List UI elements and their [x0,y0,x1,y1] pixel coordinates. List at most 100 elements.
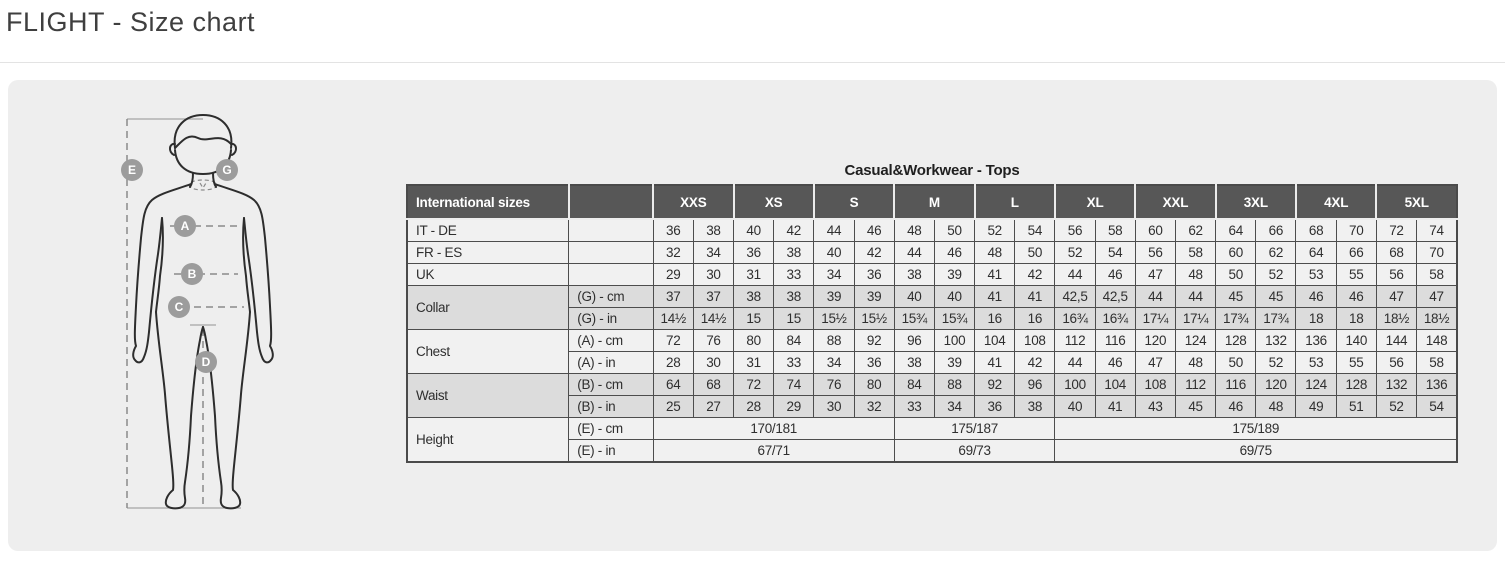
size-value-cell: 104 [974,329,1016,352]
size-value-cell: 52 [1255,263,1297,286]
size-value-cell: 55 [1335,351,1377,374]
size-value-cell: 38 [692,218,735,242]
row-sublabel: (B) - in [568,395,654,418]
size-value-cell: 28 [652,351,694,374]
size-value-cell: 40 [813,241,855,264]
size-value-cell: 45 [1255,285,1297,308]
size-value-cell: 29 [773,395,815,418]
size-value-cell: 68 [692,373,735,396]
size-value-cell: 46 [1094,351,1136,374]
size-value-cell: 46 [853,218,895,242]
merged-value-cell: 170/181 [652,417,895,440]
size-value-cell: 39 [813,285,855,308]
size-value-cell: 33 [773,351,815,374]
size-value-cell: 72 [1375,218,1418,242]
size-col-header-5xl: 5XL [1375,184,1458,220]
size-value-cell: 41 [974,351,1016,374]
size-value-cell: 60 [1215,241,1257,264]
size-value-cell: 120 [1134,329,1176,352]
size-value-cell: 76 [692,329,735,352]
size-value-cell: 44 [813,218,855,242]
size-value-cell: 44 [1054,351,1096,374]
size-value-cell: 84 [893,373,935,396]
merged-value-cell: 175/187 [893,417,1056,440]
size-value-cell: 88 [933,373,976,396]
size-value-cell: 25 [652,395,694,418]
table-row: (E) - in 67/71 69/73 69/75 [407,439,1458,463]
size-value-cell: 31 [732,351,775,374]
size-value-cell: 49 [1295,395,1337,418]
size-value-cell: 36 [853,263,895,286]
size-value-cell: 50 [1215,263,1257,286]
size-value-cell: 53 [1295,351,1337,374]
size-value-cell: 34 [933,395,976,418]
size-value-cell: 41 [974,263,1016,286]
table-row: Waist (B) - cm 64 68 72 74 76 80 84 88 92 96 100 104 1… [406,373,1458,418]
merged-value-cell: 69/75 [1054,439,1458,463]
size-value-cell: 56 [1054,218,1096,242]
size-value-cell: 136 [1295,329,1337,352]
size-col-header-s: S [812,184,896,220]
size-value-cell: 38 [732,285,775,308]
size-value-cell: 41 [1014,285,1056,308]
size-value-cell: 18½ [1416,307,1458,330]
size-value-cell: 62 [1255,241,1297,264]
size-value-cell: 128 [1335,373,1377,396]
size-value-cell: 46 [1215,395,1257,418]
size-value-cell: 47 [1134,351,1176,374]
row-sublabel: (E) - cm [568,417,654,440]
size-col-header-m: M [893,184,976,220]
size-value-cell: 50 [933,218,976,242]
empty-cell [568,218,654,242]
size-value-cell: 36 [853,351,895,374]
size-value-cell: 15 [773,307,815,330]
size-value-cell: 38 [773,241,815,264]
size-value-cell: 66 [1335,241,1377,264]
body-measurement-figure: E G A B C D [108,94,308,534]
table-row: UK 29 30 31 33 34 36 38 39 41 42 44 46 47 48 50 52 53 55 56… [406,263,1458,286]
row-sublabel: (A) - cm [568,329,654,352]
size-value-cell: 64 [652,373,694,396]
size-value-cell: 15¾ [933,307,976,330]
size-value-cell: 48 [893,218,935,242]
size-value-cell: 124 [1295,373,1337,396]
size-value-cell: 116 [1094,329,1136,352]
size-col-header-xxl: XXL [1134,184,1217,220]
size-value-cell: 55 [1335,263,1377,286]
size-value-cell: 38 [893,351,935,374]
size-value-cell: 32 [652,241,694,264]
size-value-cell: 38 [773,285,815,308]
size-value-cell: 58 [1416,351,1458,374]
size-value-cell: 17¾ [1215,307,1257,330]
measure-point-collar: G [216,159,238,181]
size-value-cell: 18 [1295,307,1337,330]
size-value-cell: 62 [1174,218,1217,242]
size-value-cell: 15½ [853,307,895,330]
size-value-cell: 72 [732,373,775,396]
size-value-cell: 112 [1174,373,1217,396]
size-value-cell: 66 [1255,218,1297,242]
size-value-cell: 88 [813,329,855,352]
size-value-cell: 18 [1335,307,1377,330]
size-value-cell: 54 [1014,218,1056,242]
size-value-cell: 70 [1416,241,1458,264]
size-value-cell: 43 [1134,395,1176,418]
size-table: International sizes XXS XS S M L XL XXL 3XL 4XL 5X… [406,184,1458,463]
size-value-cell: 120 [1255,373,1297,396]
size-value-cell: 38 [1014,395,1056,418]
table-row: FR - ES 32 34 36 38 40 42 44 46 48 50 52 54 56 58 60 62 6… [406,241,1458,264]
size-value-cell: 40 [1054,395,1096,418]
corner-header-cell: International sizes [406,184,570,220]
row-sublabel: (G) - in [568,307,654,330]
size-value-cell: 56 [1375,351,1418,374]
size-value-cell: 108 [1014,329,1056,352]
size-value-cell: 58 [1416,263,1458,286]
size-value-cell: 40 [933,285,976,308]
size-value-cell: 34 [813,351,855,374]
size-value-cell: 148 [1416,329,1458,352]
size-value-cell: 42,5 [1094,285,1136,308]
size-value-cell: 47 [1134,263,1176,286]
size-value-cell: 48 [974,241,1016,264]
size-value-cell: 60 [1134,218,1176,242]
row-sublabel: (A) - in [568,351,654,374]
